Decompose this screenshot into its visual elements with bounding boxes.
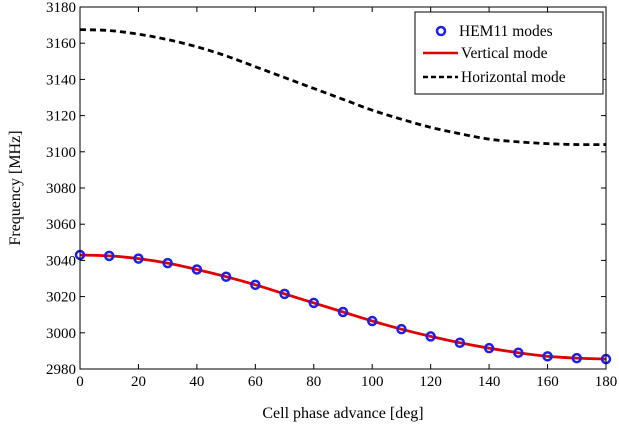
ticks-layer: 0 20 40 60 80 100 120 140 160 180 2980 3000 3020 3040… [46, 0, 617, 390]
hem11-marker-170 [571, 352, 583, 364]
y-tick-label-2980: 2980 [46, 362, 76, 378]
legend-marker-hem11 [435, 25, 447, 37]
hem11-marker-20 [133, 253, 144, 264]
y-tick-label-3140: 3140 [46, 72, 76, 88]
x-tick-label-20: 20 [131, 374, 146, 390]
x-tick-label-80: 80 [306, 374, 321, 390]
hem11-marker-140 [483, 342, 495, 354]
series-layer [74, 28, 612, 365]
horizontal-mode-line [79, 28, 607, 147]
x-tick-label-40: 40 [189, 374, 204, 390]
y-tick-label-3180: 3180 [46, 0, 76, 16]
hem11-marker-80 [308, 297, 320, 309]
x-tick-label-120: 120 [419, 374, 442, 390]
hem11-marker-130 [454, 337, 466, 349]
x-tick-label-100: 100 [361, 374, 384, 390]
legend-label-hem11: HEM11 modes [459, 23, 553, 40]
x-tick-label-140: 140 [478, 374, 501, 390]
y-tick-label-3080: 3080 [46, 181, 76, 197]
hem11-marker-150 [513, 347, 524, 358]
hem11-marker-90 [337, 306, 349, 318]
x-tick-label-60: 60 [248, 374, 263, 390]
hem11-marker-100 [366, 315, 378, 327]
hem11-marker-60 [250, 279, 261, 291]
hem11-marker-120 [425, 331, 436, 342]
y-tick-label-3040: 3040 [46, 253, 76, 269]
hem11-marker-10 [103, 250, 115, 262]
hem11-marker-30 [162, 257, 173, 269]
hem11-marker-160 [542, 351, 553, 362]
y-tick-label-3020: 3020 [46, 290, 76, 306]
y-tick-label-3060: 3060 [46, 217, 76, 233]
x-tick-label-0: 0 [76, 374, 84, 390]
hem11-marker-50 [220, 271, 232, 282]
hem11-marker-70 [279, 288, 290, 300]
y-tick-label-3120: 3120 [46, 109, 76, 125]
legend: HEM11 modes Vertical mode Horizontal mod… [414, 11, 604, 95]
x-tick-label-180: 180 [595, 374, 618, 390]
x-axis-label: Cell phase advance [deg] [262, 405, 423, 422]
y-tick-label-3100: 3100 [46, 145, 76, 161]
x-tick-label-160: 160 [536, 374, 559, 390]
legend-label-vertical: Vertical mode [461, 45, 548, 62]
vertical-mode-line [79, 253, 607, 361]
hem11-marker-40 [191, 264, 203, 275]
legend-label-horizontal: Horizontal mode [461, 69, 566, 86]
y-tick-label-3000: 3000 [46, 326, 76, 342]
y-tick-label-3160: 3160 [46, 36, 76, 52]
y-axis-label: Frequency [MHz] [7, 130, 24, 245]
hem11-marker-110 [396, 323, 407, 335]
